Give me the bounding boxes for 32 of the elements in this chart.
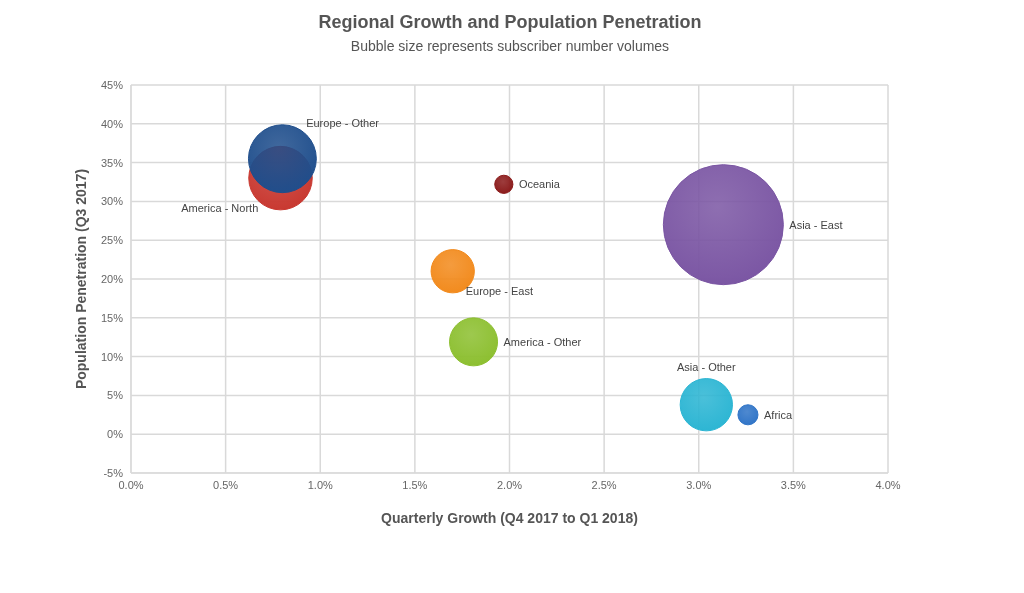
y-tick-label: 45% — [100, 78, 124, 91]
x-tick-label: 0.0% — [118, 478, 144, 491]
series-label: Oceania — [518, 178, 561, 191]
y-tick-label: 40% — [100, 117, 124, 130]
series-label: America - North — [181, 201, 259, 214]
x-tick-label: 3.5% — [780, 478, 807, 491]
series-label: Africa — [763, 408, 793, 421]
chart-title: Regional Growth and Population Penetration — [317, 12, 703, 33]
series-label: Europe - East — [465, 284, 533, 297]
y-tick-label: 35% — [100, 156, 124, 169]
x-tick-label: 2.0% — [496, 478, 523, 491]
x-tick-label: 4.0% — [875, 478, 901, 491]
y-tick-label: 10% — [100, 350, 124, 363]
x-tick-label: 2.5% — [591, 478, 617, 491]
chart-subtitle: Bubble size represents subscriber number volumes — [349, 38, 671, 54]
x-axis-title: Quarterly Growth (Q4 2017 to Q1 2018) — [381, 510, 638, 526]
series-label: Asia - East — [789, 218, 843, 231]
y-tick-label: -5% — [103, 466, 124, 479]
series-label: America - Other — [503, 335, 582, 348]
y-tick-label: 20% — [100, 272, 124, 285]
x-tick-label: 1.0% — [307, 478, 333, 491]
series-label: Asia - Other — [676, 360, 736, 373]
y-tick-label: 5% — [107, 389, 124, 402]
y-tick-label: 15% — [100, 311, 124, 324]
x-tick-label: 1.5% — [402, 478, 428, 491]
series-label: Europe - Other — [306, 116, 380, 129]
y-tick-label: 30% — [100, 195, 124, 208]
y-axis-title: Population Penetration (Q3 2017) — [72, 168, 89, 390]
y-tick-label: 0% — [107, 428, 124, 441]
x-tick-label: 3.0% — [686, 478, 712, 491]
y-tick-label: 25% — [100, 234, 124, 247]
x-tick-label: 0.5% — [213, 478, 239, 491]
